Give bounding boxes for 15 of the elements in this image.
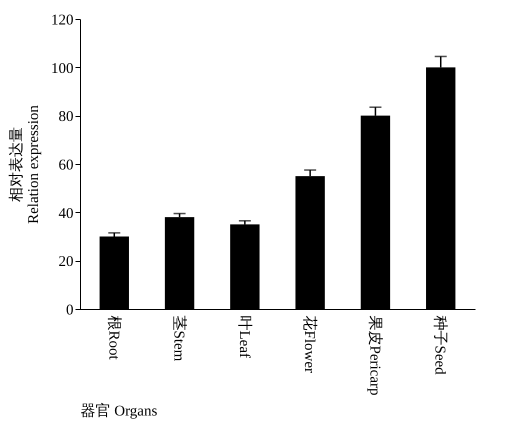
x-tick-label: 叶Leaf xyxy=(236,316,253,358)
x-tick-label: 茎Stem xyxy=(170,316,188,362)
y-tick-label: 20 xyxy=(58,254,74,270)
x-tick-label: 种子Seed xyxy=(432,316,449,376)
x-tick-label: 果皮Pericarp xyxy=(366,316,384,396)
x-tick-label: 根Root xyxy=(105,316,122,361)
y-tick-label: 40 xyxy=(58,206,74,222)
y-tick-label: 0 xyxy=(66,302,74,318)
y-tick-label: 80 xyxy=(58,109,74,126)
x-tick-label: 花Flower xyxy=(301,316,318,373)
y-tick-label: 100 xyxy=(51,60,74,77)
x-axis-title: 器官 Organs xyxy=(80,402,158,420)
y-tick-label: 60 xyxy=(58,158,74,174)
y-axis-title: 相对表达量 Relation expression xyxy=(8,104,42,224)
y-tick-label: 120 xyxy=(51,12,74,28)
